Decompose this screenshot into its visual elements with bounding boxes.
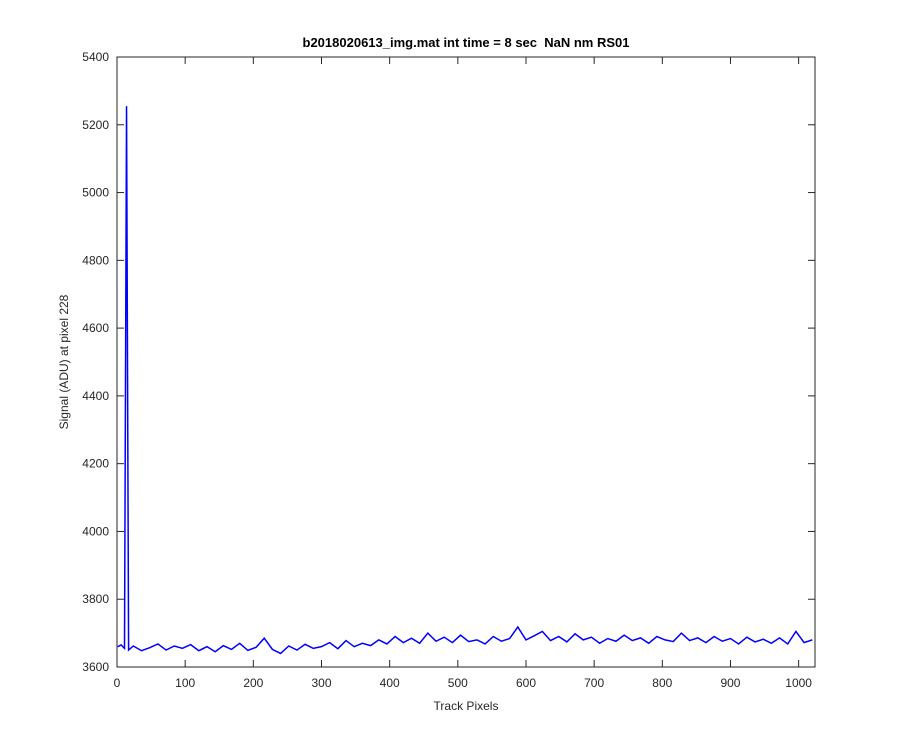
chart-title: b2018020613_img.mat int time = 8 sec NaN… <box>303 35 630 50</box>
y-tick-label: 4800 <box>82 253 109 267</box>
x-tick-label: 300 <box>311 676 331 690</box>
axes-box <box>116 56 816 668</box>
x-tick-label: 700 <box>584 676 604 690</box>
y-tick-label: 4600 <box>82 321 109 335</box>
x-tick-label: 200 <box>243 676 263 690</box>
y-tick-label: 4400 <box>82 389 109 403</box>
y-tick-label: 5000 <box>82 186 109 200</box>
y-tick-label: 3600 <box>82 660 109 674</box>
y-tick-label: 5400 <box>82 50 109 64</box>
x-tick-label: 1000 <box>785 676 812 690</box>
x-axis-label: Track Pixels <box>434 699 499 713</box>
y-tick-label: 4200 <box>82 457 109 471</box>
x-tick-label: 800 <box>652 676 672 690</box>
plot-area <box>117 57 815 667</box>
x-tick-label: 600 <box>516 676 536 690</box>
y-tick-label: 5200 <box>82 118 109 132</box>
y-axis-label: Signal (ADU) at pixel 228 <box>57 294 71 429</box>
x-tick-label: 900 <box>720 676 740 690</box>
y-tick-label: 4000 <box>82 524 109 538</box>
x-tick-label: 100 <box>175 676 195 690</box>
data-line <box>117 106 813 655</box>
x-tick-label: 500 <box>448 676 468 690</box>
x-tick-label: 0 <box>114 676 121 690</box>
x-tick-label: 400 <box>380 676 400 690</box>
y-tick-label: 3800 <box>82 592 109 606</box>
